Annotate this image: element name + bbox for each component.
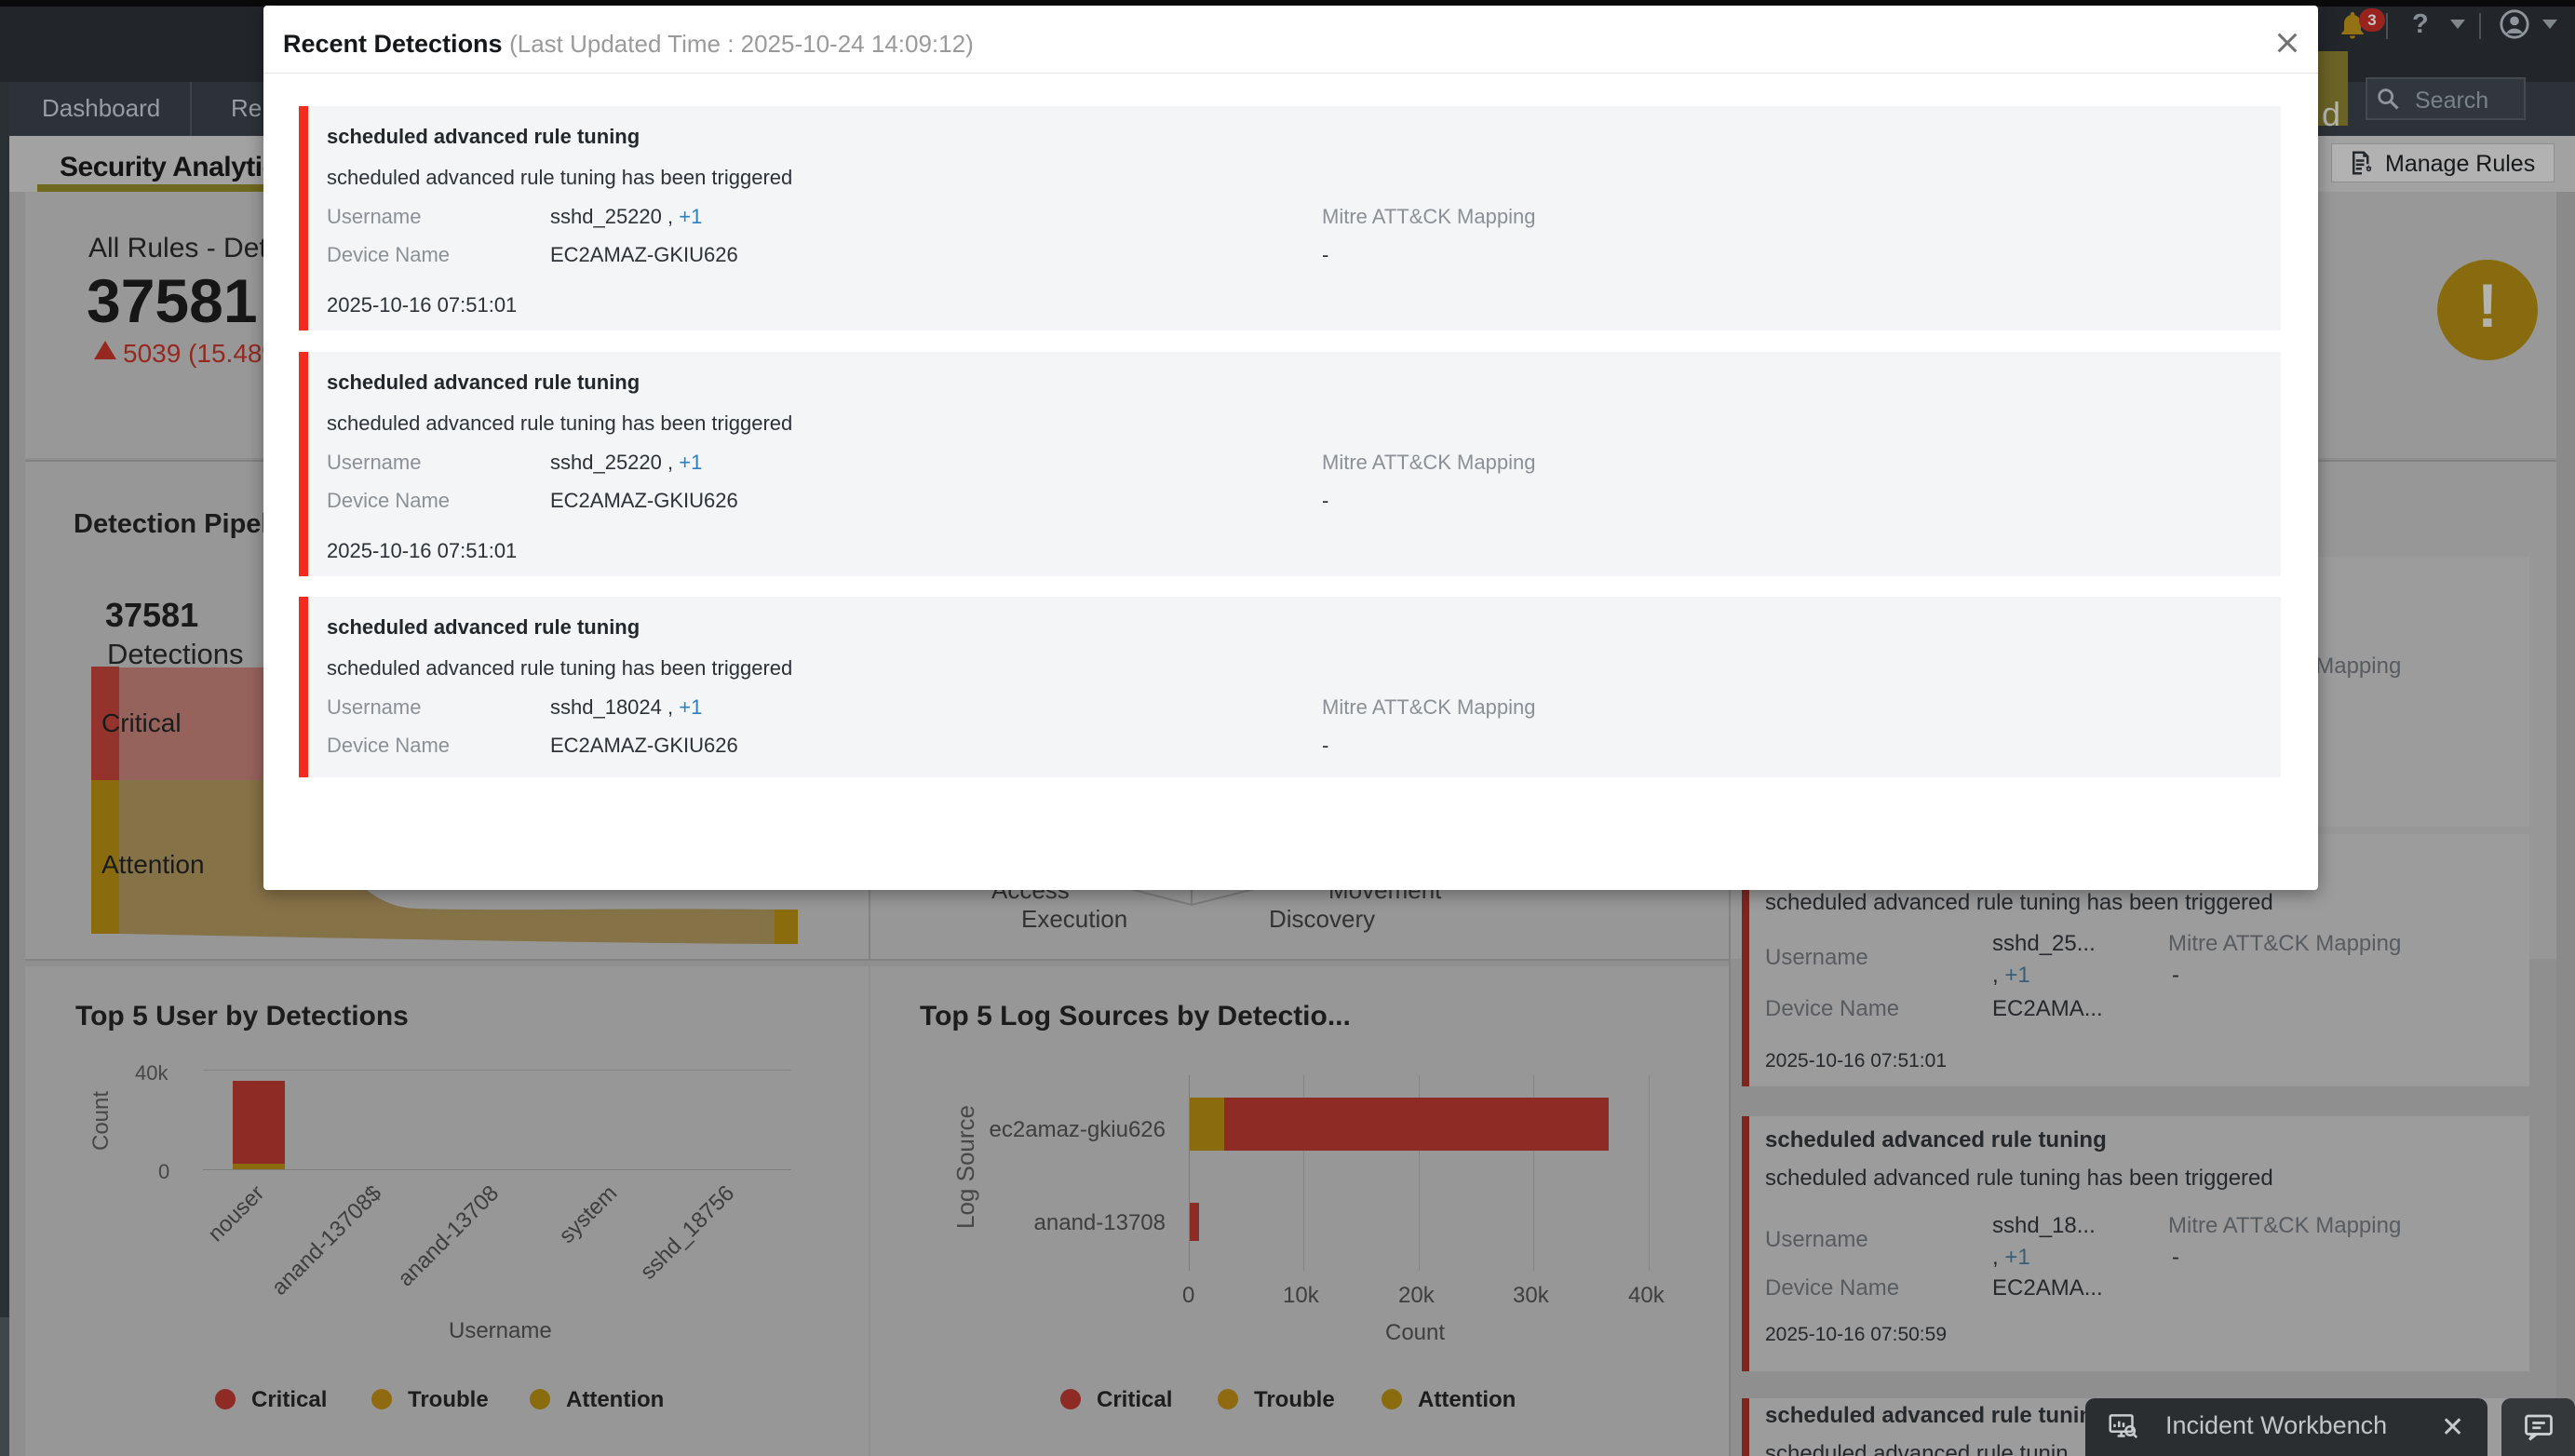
svg-text:Critical: Critical	[101, 708, 182, 737]
svg-text:anand-13708: anand-13708	[393, 1180, 504, 1291]
svg-text:sshd_18756: sshd_18756	[636, 1180, 740, 1285]
svg-text:Discovery: Discovery	[1269, 905, 1375, 933]
svg-text:nouser: nouser	[203, 1180, 269, 1247]
svg-text:anand-13708$: anand-13708$	[267, 1180, 387, 1301]
svg-text:Execution: Execution	[1021, 905, 1127, 933]
svg-text:Username: Username	[449, 1318, 552, 1343]
svg-text:system: system	[554, 1180, 622, 1248]
svg-text:Attention: Attention	[101, 850, 205, 879]
